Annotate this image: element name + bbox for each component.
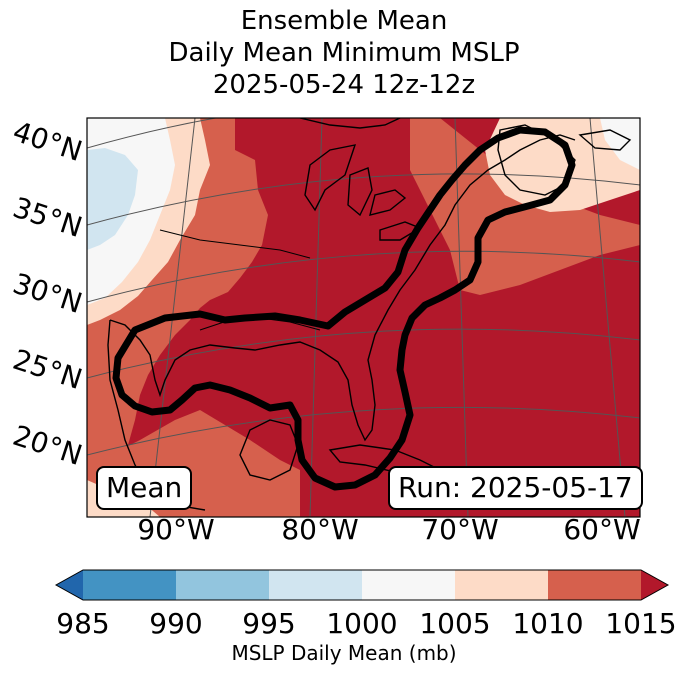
- lon-label-70: 70°W: [421, 513, 499, 546]
- colorbar-under-arrow: [56, 570, 83, 600]
- mean-label-box: Mean: [96, 466, 193, 510]
- colorbar-tick-990: 990: [149, 607, 203, 640]
- colorbar-segment: [176, 570, 270, 600]
- colorbar-tick-1000: 1000: [326, 607, 398, 640]
- pressure-995-1000-region-east: [600, 118, 640, 170]
- colorbar-segment: [83, 570, 177, 600]
- latitude-gridlines: [87, 118, 640, 456]
- colorbar-tick-1010: 1010: [512, 607, 584, 640]
- pressure-1000-1005-region-northeast: [485, 118, 640, 212]
- colorbar-segment: [269, 570, 363, 600]
- title-line-1: Ensemble Mean: [240, 6, 448, 36]
- colorbar-tick-1005: 1005: [419, 607, 491, 640]
- colorbar-segment: [362, 570, 456, 600]
- title-line-2: Daily Mean Minimum MSLP: [168, 38, 520, 68]
- lon-label-90: 90°W: [137, 513, 215, 546]
- run-date-box: Run: 2025-05-17: [388, 466, 643, 510]
- colorbar-segment: [548, 570, 642, 600]
- mean-outline-contour: [112, 126, 576, 491]
- map-frame: [86, 117, 641, 518]
- colorbar-over-arrow: [641, 570, 668, 600]
- title-line-3: 2025-05-24 12z-12z: [212, 70, 476, 100]
- pressure-990-995-region: [87, 148, 138, 250]
- colorbar-tick-995: 995: [242, 607, 296, 640]
- lon-label-80: 80°W: [281, 513, 359, 546]
- colorbar-tick-1015: 1015: [605, 607, 677, 640]
- lon-label-60: 60°W: [563, 513, 641, 546]
- colorbar-segment: [455, 570, 549, 600]
- colorbar-label: MSLP Daily Mean (mb): [231, 641, 457, 665]
- colorbar-tick-985: 985: [56, 607, 110, 640]
- colorbar: [54, 569, 670, 601]
- colorbar-outline: [54, 569, 670, 601]
